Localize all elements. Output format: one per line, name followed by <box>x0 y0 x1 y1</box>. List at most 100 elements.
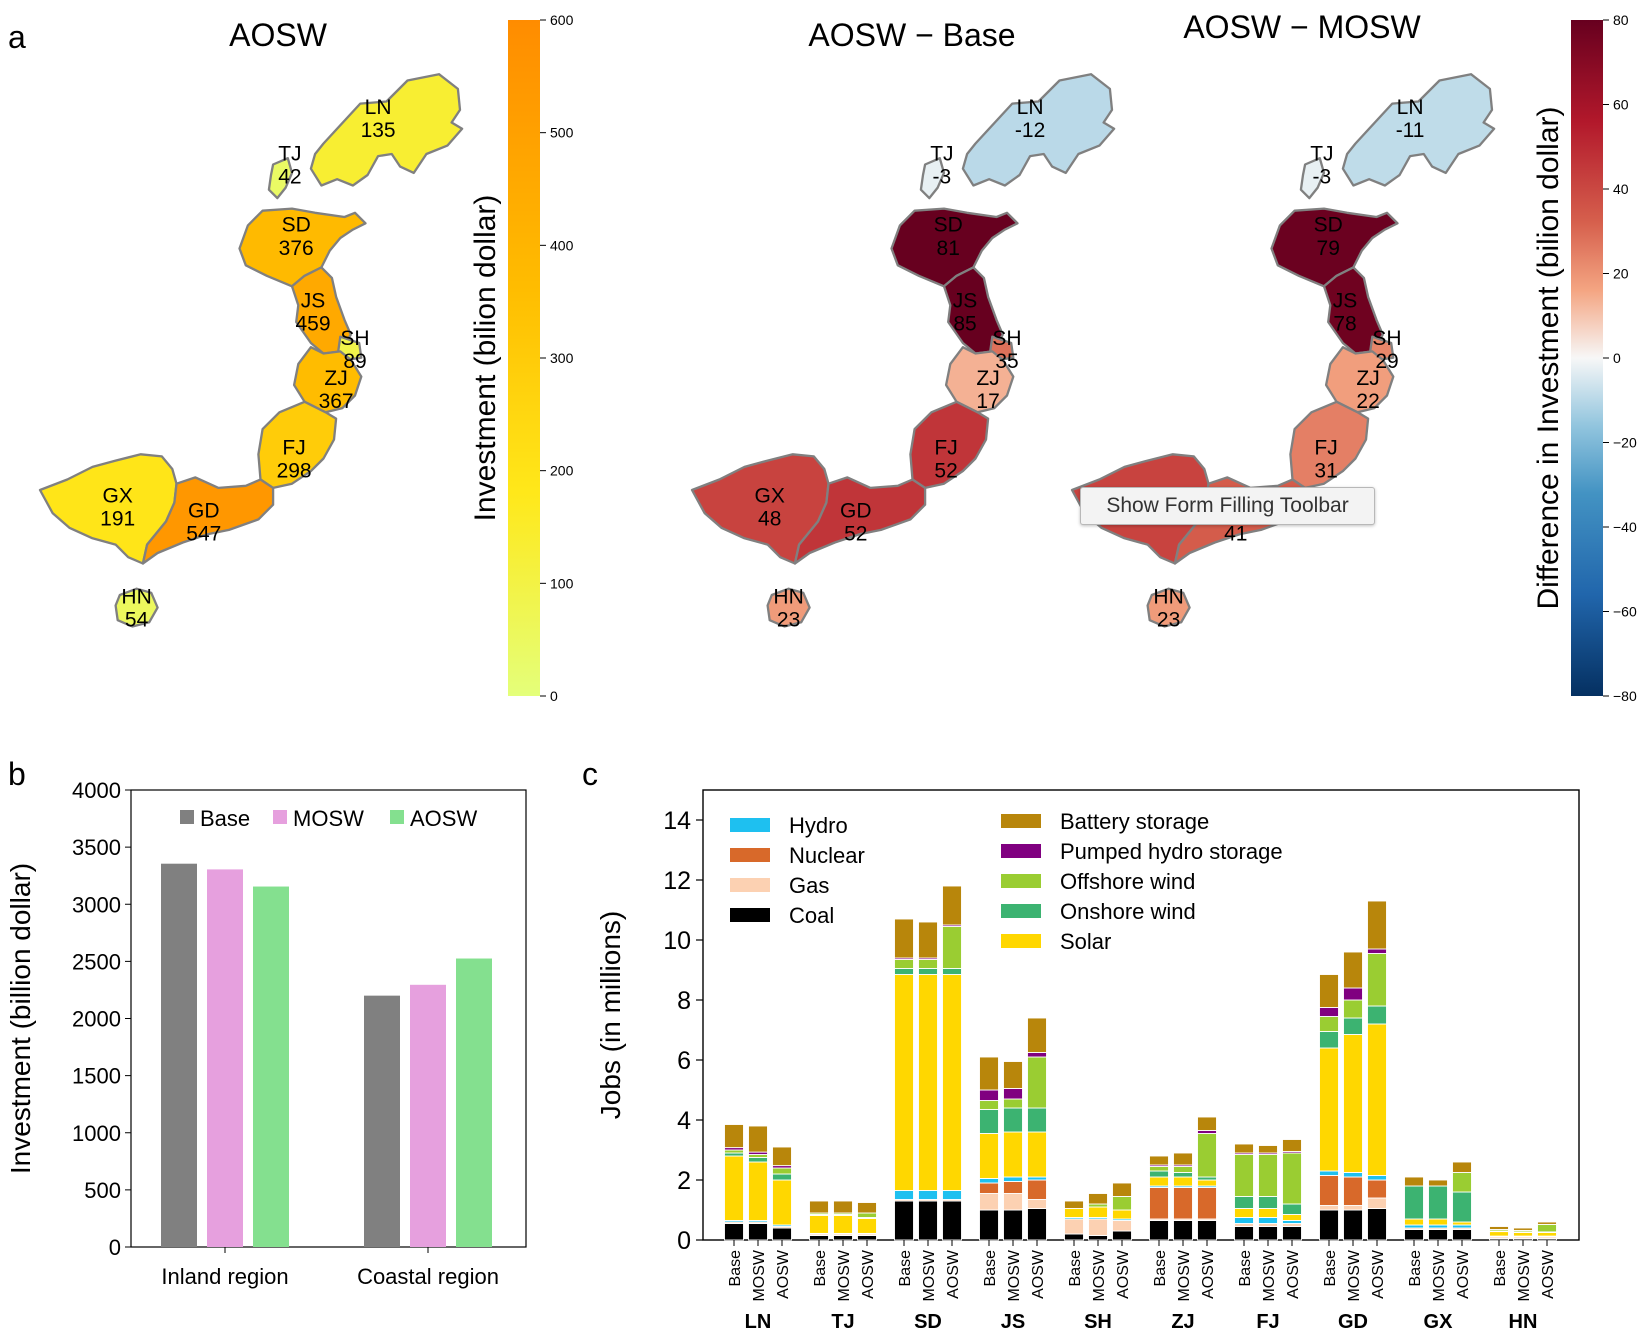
y-axis-label: Investment (billion dollar) <box>5 863 36 1174</box>
bar-gd-mosw-coal <box>1343 1209 1363 1241</box>
colorbar-tick-label: 0 <box>550 688 558 704</box>
bar-sd-mosw-coal <box>918 1200 938 1241</box>
y-tick-label: 1500 <box>72 1064 121 1089</box>
bar-ln-base-coal <box>724 1223 744 1241</box>
region-value-ln: 135 <box>361 119 396 142</box>
region-ln <box>309 73 464 187</box>
x-scenario-label: MOSW <box>1431 1249 1448 1301</box>
bar-gx-mosw-onshore <box>1428 1185 1448 1220</box>
bar-fj-mosw-hydro <box>1258 1217 1278 1224</box>
y-tick-label: 3000 <box>72 892 121 917</box>
bar-sh-aosw-offshore <box>1112 1196 1132 1211</box>
y-tick-label: 6 <box>677 1047 691 1075</box>
province-label-fj: FJ <box>1256 1311 1279 1333</box>
bar-sd-mosw-onshore <box>918 968 938 975</box>
region-zj <box>292 346 363 414</box>
legend-label-nuclear: Nuclear <box>789 843 865 868</box>
region-code-gx: GX <box>103 485 133 508</box>
colorbar-difference-gradient <box>1571 20 1603 696</box>
region-code-gx: GX <box>755 485 785 508</box>
bar-ln-aosw-battery <box>772 1146 792 1167</box>
x-scenario-label: Base <box>1152 1250 1169 1287</box>
region-value-tj: 42 <box>278 165 301 188</box>
province-label-hn: HN <box>1509 1311 1538 1333</box>
investment-bar-chart: 0 500 1000 1500 2000 2500 3000 3500 4000 Investme… <box>5 778 527 1289</box>
region-value-zj: 367 <box>319 390 354 413</box>
x-scenario-label: AOSW <box>1030 1249 1047 1299</box>
bar-tj-aosw-offshore <box>857 1212 877 1218</box>
x-scenario-label: MOSW <box>836 1249 853 1301</box>
region-value-ln: -11 <box>1396 119 1425 142</box>
legend-label-hydro: Hydro <box>789 813 848 838</box>
bar-hn-aosw-battery <box>1537 1221 1557 1225</box>
y-tick-label: 2000 <box>72 1007 121 1032</box>
bar-gx-base-onshore <box>1404 1185 1424 1220</box>
x-scenario-label: AOSW <box>1540 1249 1557 1299</box>
y-tick-label: 12 <box>663 867 691 895</box>
bar-js-base-hydro <box>979 1178 999 1184</box>
region-ln <box>1341 73 1496 187</box>
x-scenario-label: AOSW <box>1370 1249 1387 1299</box>
bar-gd-base-offshore <box>1319 1016 1339 1032</box>
bar-js-mosw-solar <box>1003 1131 1023 1178</box>
x-scenario-label: MOSW <box>1176 1249 1193 1301</box>
colorbar-tick-label: −40 <box>1613 519 1637 535</box>
y-tick-label: 0 <box>677 1227 691 1255</box>
bar-fj-mosw-battery <box>1258 1145 1278 1154</box>
x-scenario-label: MOSW <box>1006 1249 1023 1301</box>
region-js <box>290 266 352 355</box>
colorbar-tick-label: −60 <box>1613 604 1637 620</box>
bar-gx-mosw-solar <box>1428 1218 1448 1226</box>
bar-sh-base-gas <box>1064 1218 1084 1235</box>
x-scenario-label: MOSW <box>1516 1249 1533 1301</box>
y-tick-label: 10 <box>663 927 691 955</box>
bar-zj-base-solar <box>1149 1176 1169 1187</box>
legend-label-coal: Coal <box>789 903 834 928</box>
bar-gd-aosw-hydro <box>1367 1175 1387 1181</box>
bar-fj-aosw-onshore <box>1282 1203 1302 1215</box>
bar-js-base-pumped <box>979 1089 999 1101</box>
x-scenario-label: Base <box>1322 1250 1339 1287</box>
bar-ln-base-battery <box>724 1124 744 1149</box>
form-filling-toolbar-tooltip[interactable]: Show Form Filling Toolbar <box>1080 487 1375 525</box>
legend-swatch-hydro <box>730 818 770 832</box>
region-code-sh: SH <box>992 327 1021 350</box>
region-value-sh: 35 <box>995 350 1018 373</box>
x-scenario-label: Base <box>1067 1250 1084 1287</box>
colorbar-tick-label: 0 <box>1613 350 1621 366</box>
region-code-hn: HN <box>121 585 151 608</box>
bar-gd-aosw-pumped <box>1367 948 1387 954</box>
bar-gd-mosw-battery <box>1343 951 1363 989</box>
bar-gd-base-battery <box>1319 974 1339 1008</box>
bar-hn-mosw-battery <box>1513 1227 1533 1231</box>
region-code-gd: GD <box>188 499 220 522</box>
bar-js-mosw-gas <box>1003 1193 1023 1211</box>
bar-ln-mosw-coal <box>748 1223 768 1241</box>
bar-ln-aosw-offshore <box>772 1167 792 1175</box>
bar-tj-mosw-solar <box>833 1214 853 1234</box>
region-fj <box>1289 400 1370 490</box>
bar-js-aosw-battery <box>1027 1017 1047 1053</box>
region-value-sd: 79 <box>1317 237 1340 260</box>
bar-base-0 <box>161 863 197 1247</box>
bar-ln-mosw-onshore <box>748 1157 768 1163</box>
colorbar-tick-label: −20 <box>1613 435 1637 451</box>
bar-tj-aosw-coal <box>857 1235 877 1241</box>
region-value-gd: 547 <box>186 522 221 545</box>
x-scenario-label: MOSW <box>921 1249 938 1301</box>
bar-fj-base-offshore <box>1234 1154 1254 1197</box>
legend-swatch-aosw <box>390 810 404 824</box>
x-scenario-label: MOSW <box>1261 1249 1278 1301</box>
legend-label-onshore: Onshore wind <box>1060 899 1196 924</box>
region-code-hn: HN <box>1153 585 1183 608</box>
bar-sd-base-hydro <box>894 1190 914 1200</box>
bar-zj-base-battery <box>1149 1155 1169 1166</box>
bar-js-mosw-pumped <box>1003 1088 1023 1100</box>
bar-fj-base-onshore <box>1234 1196 1254 1209</box>
bar-js-base-coal <box>979 1209 999 1241</box>
region-code-tj: TJ <box>1310 142 1333 165</box>
bar-fj-aosw-offshore <box>1282 1152 1302 1205</box>
bar-sd-aosw-solar <box>942 974 962 1191</box>
bar-ln-mosw-battery <box>748 1125 768 1153</box>
colorbar-tick-label: 400 <box>550 237 574 253</box>
